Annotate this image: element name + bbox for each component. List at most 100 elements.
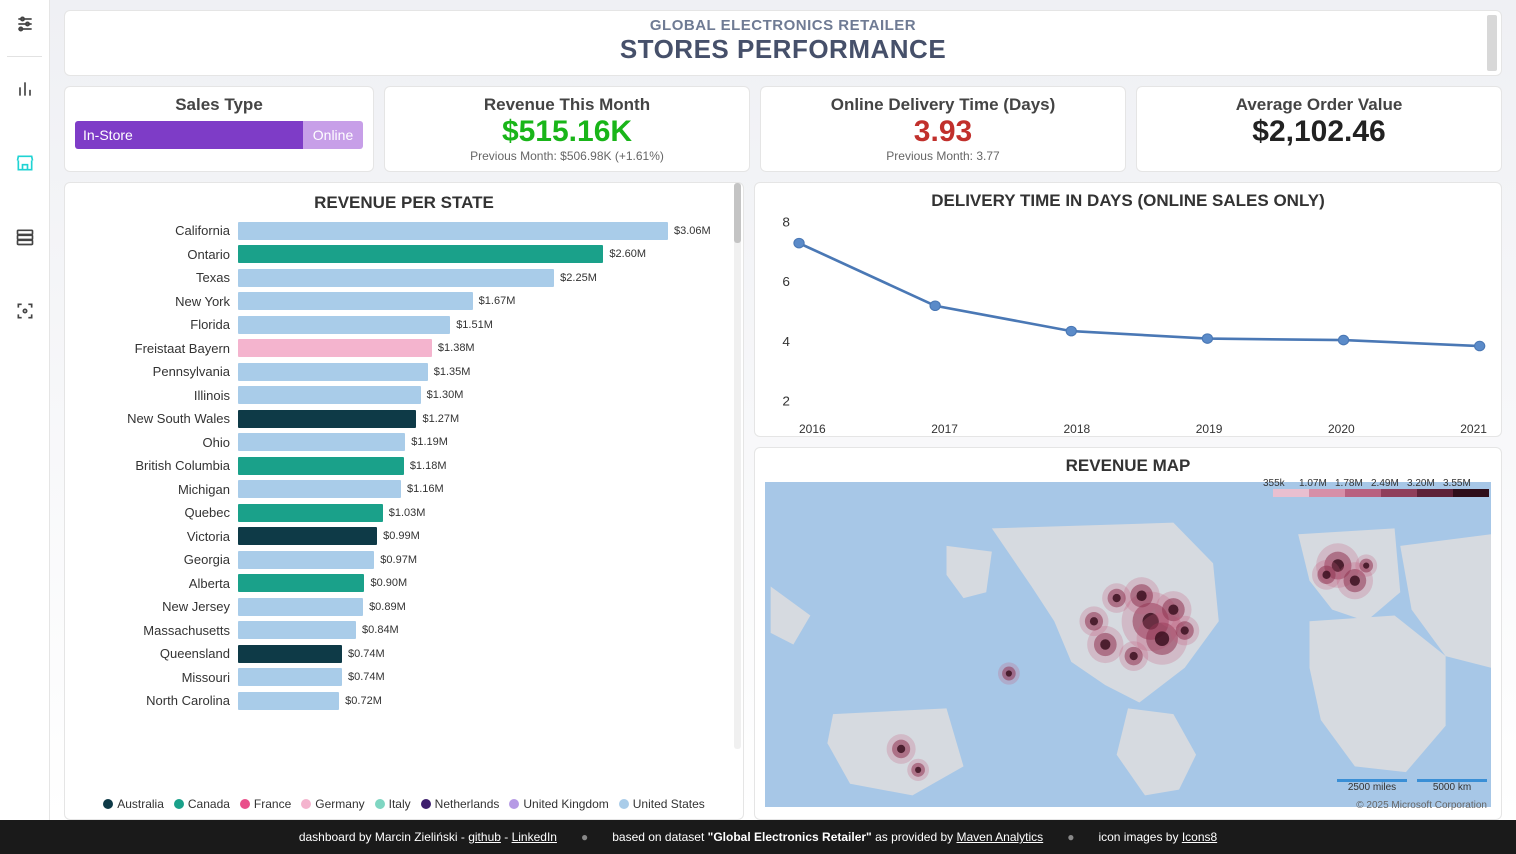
bar-value: $0.89M	[369, 601, 406, 613]
footer-link-linkedin[interactable]: LinkedIn	[512, 830, 557, 844]
bar-row[interactable]: Georgia$0.97M	[73, 548, 735, 572]
sales-type-segmented[interactable]: In-Store Online	[75, 121, 363, 149]
map-legend: 355k1.07M1.78M2.49M3.20M3.55M	[1273, 478, 1489, 497]
bar-chart-icon[interactable]	[13, 77, 37, 101]
bar-label: Illinois	[73, 388, 238, 403]
sales-type-title: Sales Type	[75, 95, 363, 115]
footer-credit-2: based on dataset "Global Electronics Ret…	[612, 830, 1043, 844]
bar-row[interactable]: Victoria$0.99M	[73, 525, 735, 549]
bar-value: $0.84M	[362, 624, 399, 636]
bar-label: New York	[73, 294, 238, 309]
bar-chart-scrollbar[interactable]	[734, 183, 741, 749]
bar-label: Alberta	[73, 576, 238, 591]
kpi-delivery-title: Online Delivery Time (Days)	[771, 95, 1115, 115]
legend-item[interactable]: Netherlands	[421, 797, 500, 811]
map-svg[interactable]	[765, 482, 1491, 807]
bar-label: Texas	[73, 270, 238, 285]
footer-link-icons8[interactable]: Icons8	[1182, 830, 1217, 844]
bar-row[interactable]: Quebec$1.03M	[73, 501, 735, 525]
footer-link-maven[interactable]: Maven Analytics	[956, 830, 1043, 844]
page-header: GLOBAL ELECTRONICS RETAILER STORES PERFO…	[64, 10, 1502, 76]
kpi-aov-card: Average Order Value $2,102.46	[1136, 86, 1502, 172]
line-chart-title: DELIVERY TIME IN DAYS (ONLINE SALES ONLY…	[765, 191, 1491, 211]
bar-fill	[238, 527, 377, 545]
kpi-delivery-card: Online Delivery Time (Days) 3.93 Previou…	[760, 86, 1126, 172]
footer-sep: ●	[1067, 830, 1074, 844]
legend-item[interactable]: Australia	[103, 797, 164, 811]
bar-row[interactable]: Illinois $1.30M	[73, 384, 735, 408]
bar-label: North Carolina	[73, 693, 238, 708]
bar-row[interactable]: Freistaat Bayern$1.38M	[73, 337, 735, 361]
legend-item[interactable]: Germany	[301, 797, 364, 811]
line-chart-xticks: 201620172018201920202021	[795, 422, 1491, 436]
bar-label: Quebec	[73, 505, 238, 520]
footer: dashboard by Marcin Zieliński - github -…	[0, 820, 1516, 854]
bar-fill	[238, 363, 428, 381]
kpi-aov-value: $2,102.46	[1147, 115, 1491, 149]
segment-instore[interactable]: In-Store	[75, 121, 303, 149]
segment-online[interactable]: Online	[303, 121, 363, 149]
delivery-time-panel: DELIVERY TIME IN DAYS (ONLINE SALES ONLY…	[754, 182, 1502, 437]
scroll-handle[interactable]	[1487, 15, 1497, 71]
bar-row[interactable]: New York $1.67M	[73, 290, 735, 314]
sidebar	[0, 0, 50, 820]
bar-row[interactable]: Missouri$0.74M	[73, 666, 735, 690]
bar-fill	[238, 504, 383, 522]
bar-row[interactable]: New Jersey $0.89M	[73, 595, 735, 619]
map-scale-mi: 2500 miles	[1337, 779, 1407, 793]
legend-item[interactable]: Italy	[375, 797, 411, 811]
bar-label: Victoria	[73, 529, 238, 544]
bar-label: Ontario	[73, 247, 238, 262]
bar-fill	[238, 692, 339, 710]
map-scale: 2500 miles 5000 km	[1337, 779, 1487, 793]
line-chart-svg[interactable]: 2468	[765, 217, 1491, 417]
store-icon[interactable]	[13, 151, 37, 175]
bar-row[interactable]: Queensland$0.74M	[73, 642, 735, 666]
bar-fill	[238, 433, 405, 451]
legend-item[interactable]: Canada	[174, 797, 230, 811]
bar-fill	[238, 668, 342, 686]
bar-value: $1.16M	[407, 483, 444, 495]
bar-row[interactable]: Ontario$2.60M	[73, 243, 735, 267]
bar-value: $0.97M	[380, 554, 417, 566]
bar-row[interactable]: Michigan $1.16M	[73, 478, 735, 502]
header-title: STORES PERFORMANCE	[65, 34, 1501, 65]
bar-value: $1.30M	[427, 389, 464, 401]
bar-value: $1.67M	[479, 295, 516, 307]
legend-item[interactable]: United Kingdom	[509, 797, 608, 811]
bar-fill	[238, 410, 416, 428]
bar-row[interactable]: Florida$1.51M	[73, 313, 735, 337]
bar-row[interactable]: New South Wales$1.27M	[73, 407, 735, 431]
kpi-aov-title: Average Order Value	[1147, 95, 1491, 115]
bar-fill	[238, 574, 364, 592]
bar-value: $1.38M	[438, 342, 475, 354]
bar-row[interactable]: Pennsylvania$1.35M	[73, 360, 735, 384]
bar-row[interactable]: Ohio$1.19M	[73, 431, 735, 455]
bar-fill	[238, 386, 421, 404]
bar-row[interactable]: British Columbia$1.18M	[73, 454, 735, 478]
legend-item[interactable]: France	[240, 797, 291, 811]
bar-value: $1.51M	[456, 319, 493, 331]
filters-icon[interactable]	[13, 12, 37, 36]
database-icon[interactable]	[13, 225, 37, 249]
svg-text:6: 6	[782, 275, 790, 289]
bar-row[interactable]: California$3.06M	[73, 219, 735, 243]
bar-row[interactable]: Alberta$0.90M	[73, 572, 735, 596]
kpi-delivery-prev: Previous Month: 3.77	[771, 149, 1115, 163]
kpi-revenue-title: Revenue This Month	[395, 95, 739, 115]
bar-label: Michigan	[73, 482, 238, 497]
legend-item[interactable]: United States	[619, 797, 705, 811]
bar-fill	[238, 316, 450, 334]
bar-fill	[238, 645, 342, 663]
bar-label: Ohio	[73, 435, 238, 450]
bar-label: New Jersey	[73, 599, 238, 614]
bar-row[interactable]: Massachusetts $0.84M	[73, 619, 735, 643]
bar-row[interactable]: Texas$2.25M	[73, 266, 735, 290]
bar-chart-body[interactable]: California$3.06MOntario$2.60MTexas$2.25M…	[73, 219, 735, 791]
bar-label: Massachusetts	[73, 623, 238, 638]
kpi-revenue-value: $515.16K	[395, 115, 739, 149]
bar-fill	[238, 621, 356, 639]
bar-row[interactable]: North Carolina$0.72M	[73, 689, 735, 713]
scan-icon[interactable]	[13, 299, 37, 323]
footer-link-github[interactable]: github	[468, 830, 501, 844]
